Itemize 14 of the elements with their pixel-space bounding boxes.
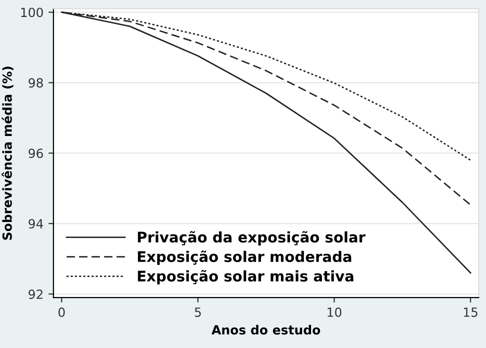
legend-label: Exposição solar moderada: [138, 250, 352, 265]
x-axis-title: Anos do estudo: [212, 324, 320, 335]
x-tick-label: 5: [194, 308, 201, 317]
legend-label: Privação da exposição solar: [138, 231, 366, 246]
x-tick-label: 15: [464, 308, 478, 317]
y-tick-label: 94: [28, 219, 44, 228]
y-axis-title: Sobrevivência média (%): [2, 66, 14, 240]
legend-label: Exposição solar mais ativa: [138, 270, 354, 284]
y-tick-label: 92: [28, 289, 42, 299]
y-tick-label: 98: [28, 78, 43, 88]
x-tick-label: 10: [328, 307, 342, 317]
x-tick-label: 0: [58, 307, 65, 317]
y-tick-label: 96: [28, 148, 43, 158]
y-tick-label: 100: [21, 8, 43, 18]
